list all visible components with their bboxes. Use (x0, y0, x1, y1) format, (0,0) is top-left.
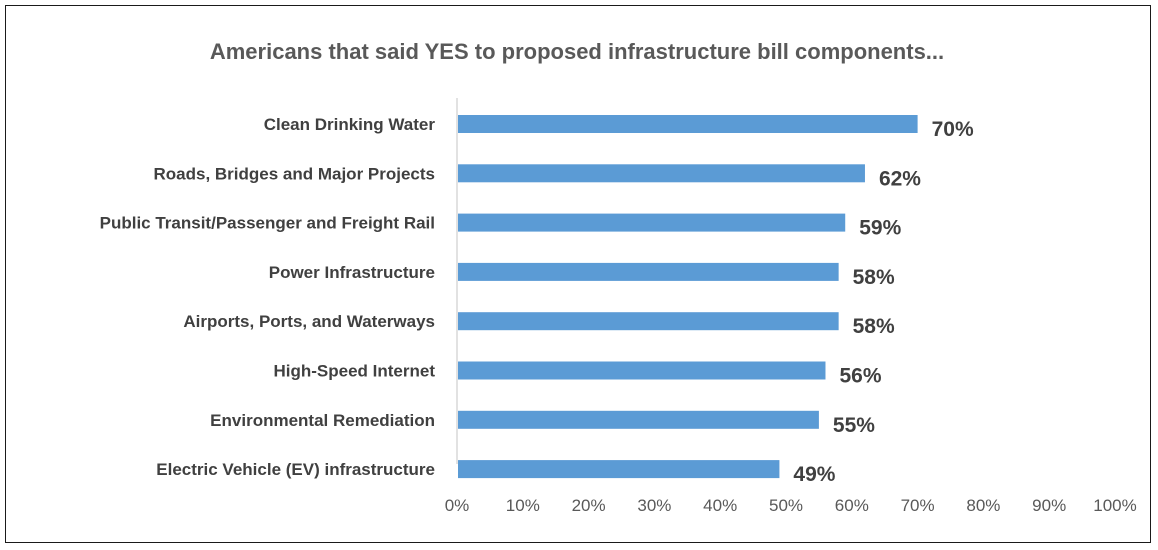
x-tick-label: 30% (637, 496, 671, 515)
x-tick-label: 0% (445, 496, 470, 515)
category-label: Electric Vehicle (EV) infrastructure (156, 460, 435, 479)
data-label: 56% (839, 365, 881, 388)
data-label: 58% (853, 266, 895, 289)
x-tick-label: 60% (835, 496, 869, 515)
bar (458, 213, 846, 232)
category-label: Power Infrastructure (269, 263, 435, 282)
chart-title: Americans that said YES to proposed infr… (210, 39, 944, 64)
x-tick-label: 100% (1093, 496, 1136, 515)
x-tick-label: 50% (769, 496, 803, 515)
x-tick-label: 80% (966, 496, 1000, 515)
category-labels: Clean Drinking Water Roads, Bridges and M… (100, 115, 436, 479)
x-tick-label: 40% (703, 496, 737, 515)
category-label: Environmental Remediation (210, 411, 435, 430)
x-axis-ticks: 0% 10% 20% 30% 40% 50% 60% 70% 80% 90% 100% (445, 496, 1137, 515)
category-label: Airports, Ports, and Waterways (183, 312, 435, 331)
bars-layer: 70% 62% 59% 58% 58% 56% 55% 49% (456, 98, 974, 486)
x-tick-label: 90% (1032, 496, 1066, 515)
chart-frame: Americans that said YES to proposed infr… (5, 5, 1151, 543)
data-label: 59% (859, 217, 901, 240)
category-label: High-Speed Internet (273, 362, 435, 381)
data-label: 62% (879, 167, 921, 190)
bar (458, 312, 839, 331)
bar (458, 262, 839, 281)
x-tick-label: 70% (901, 496, 935, 515)
bar (458, 460, 780, 479)
data-label: 55% (833, 414, 875, 437)
data-label: 70% (932, 118, 974, 141)
bar (458, 164, 865, 183)
bar (458, 361, 826, 380)
category-label: Clean Drinking Water (264, 115, 436, 134)
category-label: Public Transit/Passenger and Freight Rai… (100, 214, 435, 233)
data-label: 49% (793, 463, 835, 486)
bar (458, 410, 819, 429)
x-tick-label: 10% (506, 496, 540, 515)
bar (458, 115, 918, 133)
data-label: 58% (853, 315, 895, 338)
category-label: Roads, Bridges and Major Projects (153, 164, 435, 183)
x-tick-label: 20% (572, 496, 606, 515)
bar-chart: Americans that said YES to proposed infr… (100, 39, 1137, 515)
